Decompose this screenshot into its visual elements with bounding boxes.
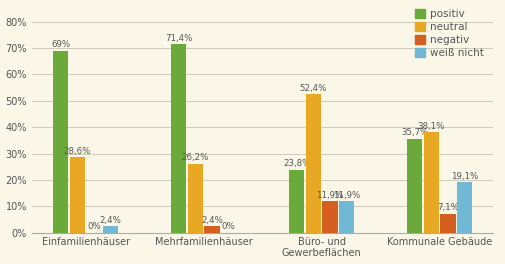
Text: 2,4%: 2,4%	[200, 216, 223, 225]
Bar	[103, 226, 118, 233]
Bar	[407, 139, 422, 233]
Bar	[338, 201, 354, 233]
Text: 28,6%: 28,6%	[64, 147, 91, 156]
Text: 38,1%: 38,1%	[417, 122, 444, 131]
Bar	[53, 51, 68, 233]
Text: 7,1%: 7,1%	[436, 203, 458, 212]
Bar	[288, 170, 304, 233]
Text: 35,7%: 35,7%	[400, 128, 428, 137]
Bar	[423, 132, 438, 233]
Text: 69%: 69%	[51, 40, 70, 49]
Text: 23,8%: 23,8%	[282, 159, 310, 168]
Bar	[69, 157, 85, 233]
Text: 0%: 0%	[221, 222, 235, 231]
Bar	[305, 95, 320, 233]
Text: 11,9%: 11,9%	[316, 191, 343, 200]
Bar	[187, 164, 203, 233]
Text: 19,1%: 19,1%	[450, 172, 477, 181]
Bar	[204, 226, 219, 233]
Legend: positiv, neutral, negativ, weiß nicht: positiv, neutral, negativ, weiß nicht	[410, 5, 487, 62]
Text: 0%: 0%	[87, 222, 100, 231]
Bar	[439, 214, 455, 233]
Bar	[456, 182, 472, 233]
Bar	[322, 201, 337, 233]
Text: 2,4%: 2,4%	[99, 216, 121, 225]
Text: 52,4%: 52,4%	[299, 84, 326, 93]
Text: 11,9%: 11,9%	[332, 191, 360, 200]
Text: 26,2%: 26,2%	[181, 153, 209, 162]
Bar	[171, 44, 186, 233]
Text: 71,4%: 71,4%	[165, 34, 192, 43]
